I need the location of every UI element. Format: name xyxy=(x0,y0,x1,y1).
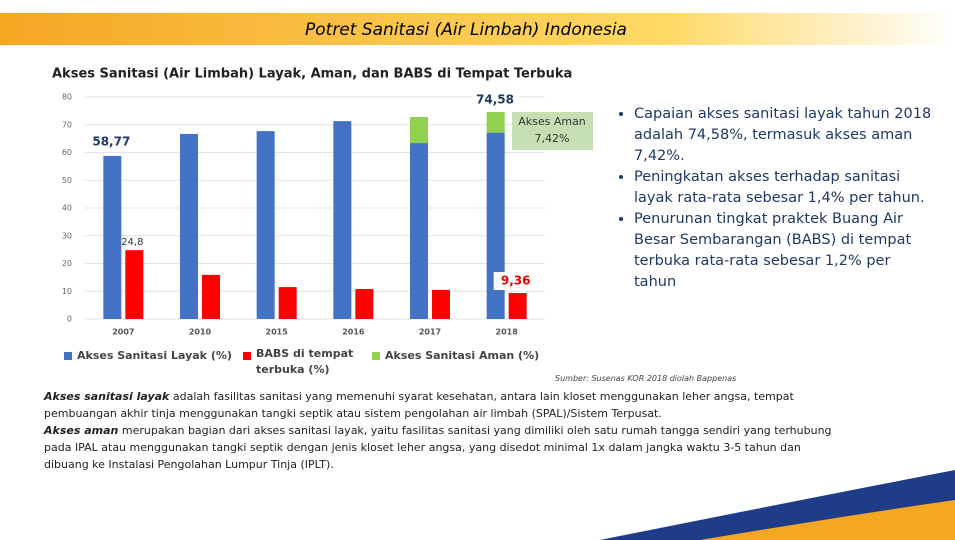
legend-label: Akses Sanitasi Layak (%) xyxy=(77,349,232,362)
label-box xyxy=(493,272,538,291)
bar xyxy=(103,155,122,319)
y-tick-label: 60 xyxy=(62,148,72,157)
value-label: 24,8 xyxy=(121,237,143,248)
x-tick-label: 2015 xyxy=(266,328,289,337)
annotation-box xyxy=(473,90,517,110)
definitions: Akses sanitasi layak adalah fasilitas sa… xyxy=(44,388,844,473)
annotation: 74,58 xyxy=(476,93,514,107)
bullet: Capaian akses sanitasi layak tahun 2018 … xyxy=(634,104,934,167)
bar xyxy=(432,289,450,319)
definition-text: adalah fasilitas sanitasi yang memenuhi … xyxy=(44,390,794,420)
bullets: Capaian akses sanitasi layak tahun 2018 … xyxy=(614,104,934,293)
bar xyxy=(508,293,527,319)
bar xyxy=(410,143,428,319)
value-label: 58,77 xyxy=(92,134,130,148)
y-tick-label: 20 xyxy=(62,259,72,268)
y-tick-label: 10 xyxy=(62,287,72,296)
x-tick-label: 2017 xyxy=(419,328,441,337)
legend-label: BABS di tempat terbuka (%) xyxy=(256,347,353,376)
bar xyxy=(333,121,352,319)
x-tick-label: 2010 xyxy=(189,328,212,337)
x-tick-label: 2007 xyxy=(112,328,134,337)
definition-term: Akses aman xyxy=(44,424,119,437)
y-tick-label: 80 xyxy=(62,93,72,102)
definition: Akses aman merupakan bagian dari akses s… xyxy=(44,422,844,473)
bar xyxy=(278,287,297,319)
y-tick-label: 0 xyxy=(67,315,72,324)
bar xyxy=(486,112,505,133)
bar xyxy=(180,133,198,319)
legend-swatch xyxy=(64,352,72,360)
definition-term: Akses sanitasi layak xyxy=(44,390,170,403)
bullet: Peningkatan akses terhadap sanitasi laya… xyxy=(634,167,934,209)
annotation: Akses Aman xyxy=(518,115,586,128)
bar xyxy=(355,289,374,319)
legend-swatch xyxy=(372,352,380,360)
annotation: 7,42% xyxy=(535,132,570,145)
chart-title: Akses Sanitasi (Air Limbah) Layak, Aman,… xyxy=(52,67,572,82)
header-bar xyxy=(0,13,955,45)
value-label: 9,36 xyxy=(501,274,531,288)
x-tick-label: 2018 xyxy=(496,328,519,337)
bar xyxy=(202,274,220,319)
x-tick-label: 2016 xyxy=(342,328,365,337)
y-tick-label: 50 xyxy=(62,176,72,185)
y-tick-label: 30 xyxy=(62,231,72,240)
legend-swatch xyxy=(243,352,251,360)
header-title: Potret Sanitasi (Air Limbah) Indonesia xyxy=(305,20,627,40)
bar xyxy=(410,116,428,144)
y-tick-label: 40 xyxy=(62,204,72,213)
label-box xyxy=(89,132,134,151)
source: Sumber: Susenas KOR 2018 diolah Bappenas xyxy=(555,374,737,383)
definition: Akses sanitasi layak adalah fasilitas sa… xyxy=(44,388,844,422)
footer-wave-accent xyxy=(700,500,955,540)
annotation-box xyxy=(512,112,593,150)
bar xyxy=(125,250,144,319)
legend-label: Akses Sanitasi Aman (%) xyxy=(385,349,539,362)
y-tick-label: 70 xyxy=(62,120,72,129)
bullet: Penurunan tingkat praktek Buang Air Besa… xyxy=(634,209,934,293)
bar xyxy=(256,131,275,319)
bar xyxy=(486,132,505,319)
definition-text: merupakan bagian dari akses sanitasi lay… xyxy=(44,424,832,471)
